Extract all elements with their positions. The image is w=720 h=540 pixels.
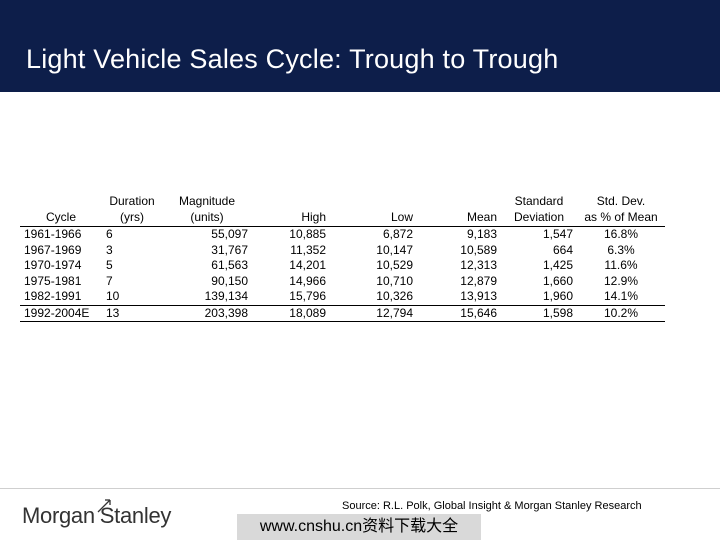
cell-cycle: 1970-1974	[24, 258, 82, 272]
cell-high: 10,885	[289, 227, 326, 241]
cell-cycle: 1982-1991	[24, 289, 82, 303]
cell-duration: 7	[106, 273, 113, 288]
cell-high: 14,966	[289, 273, 326, 288]
cell-mean: 12,313	[460, 258, 497, 272]
cell-cycle: 1992-2004E	[20, 304, 102, 322]
cell-duration: 5	[106, 258, 113, 272]
table-row: 1967-1969 3 31,767 11,352 10,147 10,589 …	[20, 243, 665, 259]
logo-slash-icon	[97, 499, 111, 513]
cell-mean: 13,913	[460, 289, 497, 303]
cell-std-deviation: 664	[552, 242, 573, 257]
table-header-row: Cycle Duration (yrs) Magnitude (units) Hig…	[20, 193, 665, 227]
cell-std-dev-pct: 12.9%	[603, 273, 639, 288]
slide-title: Light Vehicle Sales Cycle: Trough to Tro…	[26, 44, 559, 74]
cell-std-deviation: 1,598	[501, 304, 577, 322]
table-row: 1975-1981 7 90,150 14,966 10,710 12,879 …	[20, 274, 665, 290]
table-row: 1961-1966 6 55,097 10,885 6,872 9,183 1,…	[20, 227, 665, 243]
cell-low: 6,872	[382, 227, 413, 241]
cell-low: 10,326	[376, 289, 413, 303]
cell-std-dev-pct: 6.3%	[607, 242, 635, 257]
cell-std-dev-pct: 14.1%	[603, 289, 639, 303]
table-row: 1970-1974 5 61,563 14,201 10,529 12,313 …	[20, 258, 665, 274]
header-magnitude: Magnitude (units)	[162, 193, 252, 227]
cell-mean: 12,879	[460, 273, 497, 288]
watermark-banner: www.cnshu.cn资料下载大全	[237, 514, 481, 540]
cell-magnitude: 203,398	[162, 304, 252, 322]
source-note: Source: R.L. Polk, Global Insight & Morg…	[342, 500, 642, 512]
cell-magnitude: 31,767	[211, 242, 248, 257]
cell-magnitude: 90,150	[211, 273, 248, 288]
cell-magnitude: 61,563	[211, 258, 248, 272]
morgan-stanley-logo: Morgan Stanley	[22, 503, 172, 528]
table-row: 1982-1991 10 139,134 15,796 10,326 13,91…	[20, 289, 665, 305]
cell-cycle: 1967-1969	[24, 242, 82, 257]
header-low: Low	[330, 193, 417, 227]
cell-low: 10,147	[376, 242, 413, 257]
cell-high: 14,201	[289, 258, 326, 272]
cell-magnitude: 55,097	[211, 227, 248, 241]
cell-mean: 15,646	[417, 304, 501, 322]
header-std-dev-pct: Std. Dev. as % of Mean	[577, 193, 665, 227]
cell-std-deviation: 1,960	[542, 289, 573, 303]
cell-std-dev-pct: 10.2%	[577, 304, 665, 322]
header-std-deviation: Standard Deviation	[501, 193, 577, 227]
cell-std-deviation: 1,425	[542, 258, 573, 272]
cell-high: 11,352	[290, 242, 326, 257]
cell-high: 15,796	[289, 289, 326, 303]
header-cycle: Cycle	[20, 193, 102, 227]
cell-mean: 10,589	[460, 242, 497, 257]
title-bar: Light Vehicle Sales Cycle: Trough to Tro…	[0, 0, 720, 92]
footer-divider	[0, 488, 720, 489]
table-row: 1992-2004E 13 203,398 18,089 12,794 15,6…	[20, 304, 665, 322]
cell-high: 18,089	[252, 304, 330, 322]
sales-cycle-table: Cycle Duration (yrs) Magnitude (units) Hig…	[20, 193, 665, 322]
cell-low: 10,710	[376, 273, 413, 288]
cell-duration: 13	[102, 304, 162, 322]
header-high: High	[252, 193, 330, 227]
cell-mean: 9,183	[466, 227, 497, 241]
cell-cycle: 1961-1966	[24, 227, 82, 241]
cell-duration: 10	[106, 289, 120, 303]
cell-std-dev-pct: 11.6%	[604, 258, 638, 272]
cell-low: 10,529	[376, 258, 413, 272]
cell-std-deviation: 1,660	[542, 273, 573, 288]
cell-std-deviation: 1,547	[542, 227, 573, 241]
cell-duration: 6	[106, 227, 113, 241]
cell-std-dev-pct: 16.8%	[603, 227, 639, 241]
cell-magnitude: 139,134	[204, 289, 248, 303]
cell-cycle: 1975-1981	[24, 273, 82, 288]
cell-low: 12,794	[330, 304, 417, 322]
header-mean: Mean	[417, 193, 501, 227]
header-duration: Duration (yrs)	[102, 193, 162, 227]
cell-duration: 3	[106, 242, 113, 257]
